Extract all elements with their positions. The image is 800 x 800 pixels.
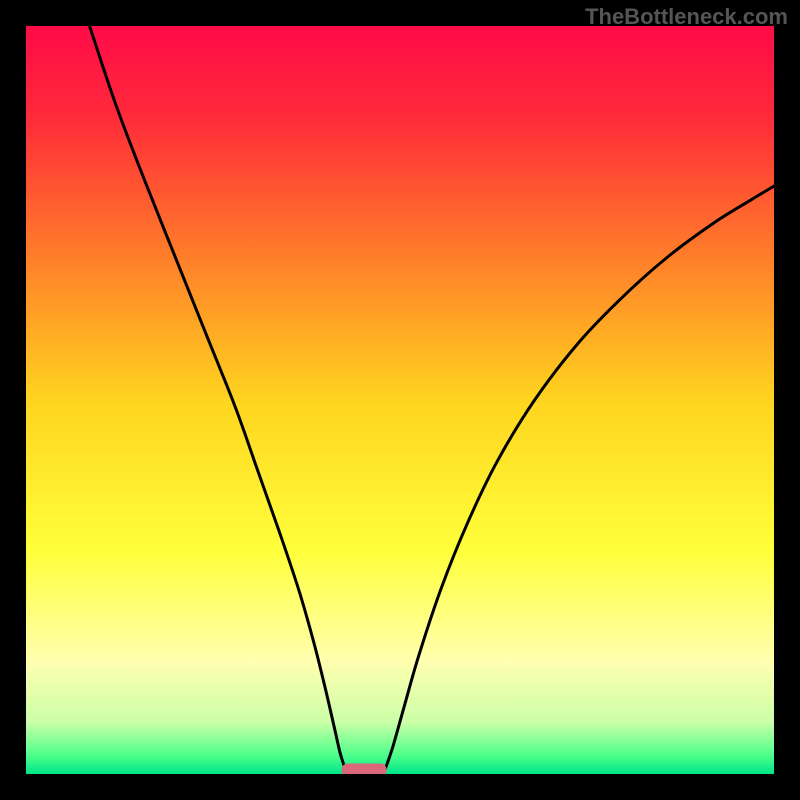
plot-background: [26, 26, 774, 774]
watermark-text: TheBottleneck.com: [585, 4, 788, 30]
chart-svg: [0, 0, 800, 800]
chart-canvas: TheBottleneck.com: [0, 0, 800, 800]
